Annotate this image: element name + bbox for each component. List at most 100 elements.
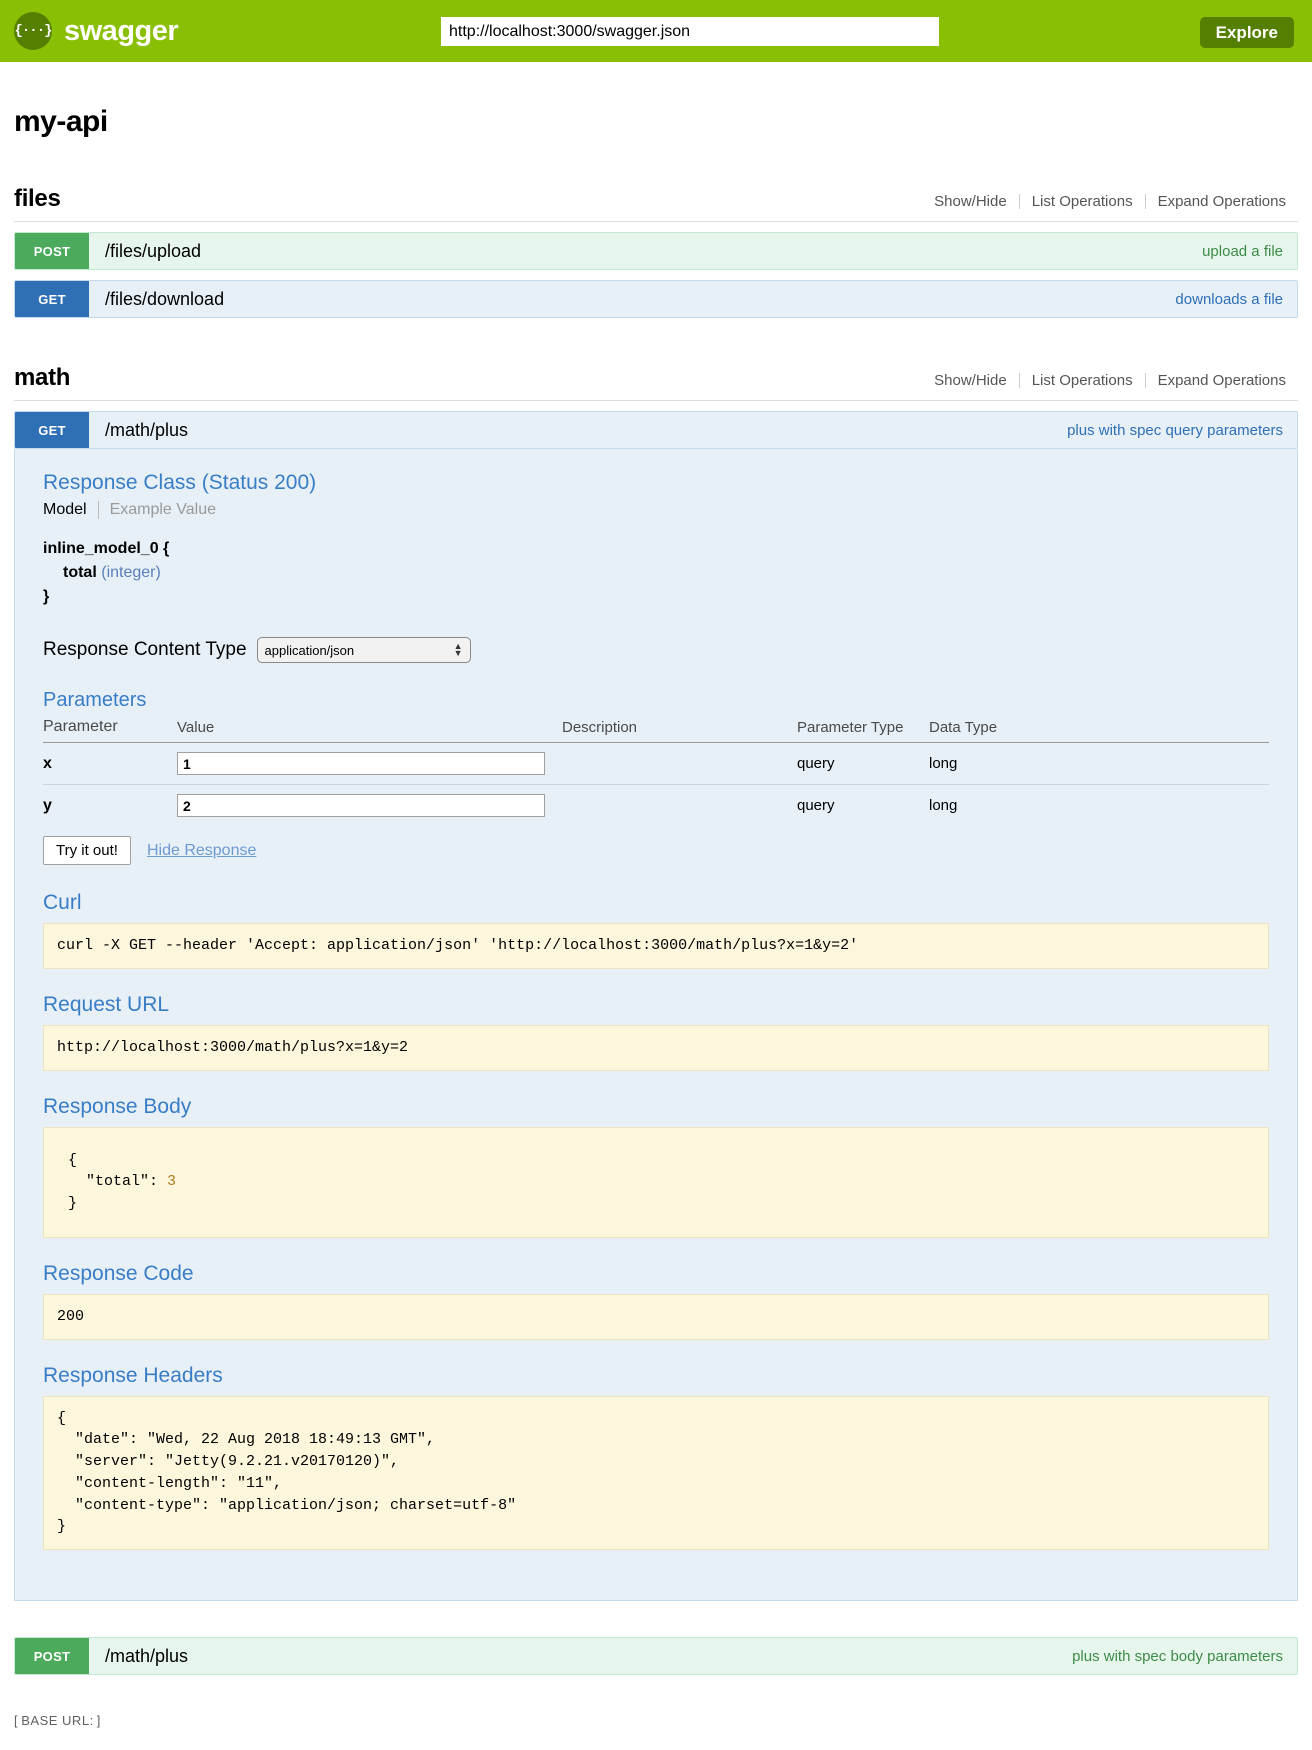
operation-summary[interactable]: plus with spec query parameters <box>1067 421 1283 439</box>
logo-text: swagger <box>64 14 179 47</box>
response-content-type-value: application/json <box>264 642 355 658</box>
response-content-type-row: Response Content Type application/json ▲… <box>43 637 1269 663</box>
response-code-value: 200 <box>43 1293 1269 1340</box>
table-row: x query long <box>43 742 1269 785</box>
parameter-data-type: long <box>929 742 1269 785</box>
operation-path: /files/download <box>105 288 225 309</box>
parameter-value-cell <box>177 742 562 785</box>
response-headers-value: { "date": "Wed, 22 Aug 2018 18:49:13 GMT… <box>43 1395 1269 1550</box>
list-operations-link-math[interactable]: List Operations <box>1031 372 1133 389</box>
footer-close-bracket: ] <box>96 1713 101 1728</box>
spacer <box>14 1601 1298 1627</box>
response-body-key: "total": <box>68 1173 168 1191</box>
response-content-type-label: Response Content Type <box>43 639 247 660</box>
parameter-value-cell <box>177 785 562 827</box>
parameter-name: x <box>43 742 177 785</box>
list-operations-link-files[interactable]: List Operations <box>1031 193 1133 210</box>
tab-model[interactable]: Model <box>43 501 87 518</box>
model-property-type: (integer) <box>101 564 161 581</box>
parameters-table: Parameter Value Description Parameter Ty… <box>43 716 1269 826</box>
operation-summary[interactable]: plus with spec body parameters <box>1072 1647 1283 1665</box>
show-hide-link-math[interactable]: Show/Hide <box>934 372 1007 389</box>
operation-path: /math/plus <box>105 1645 189 1666</box>
resource-options: Show/Hide List Operations Expand Operati… <box>922 372 1298 389</box>
tab-example-value[interactable]: Example Value <box>109 501 217 518</box>
spec-url-input[interactable] <box>441 17 939 46</box>
model-close: } <box>43 588 50 605</box>
operation-header[interactable]: POST /files/upload upload a file <box>14 232 1298 270</box>
response-body-value: { "total": 3 } <box>43 1126 1269 1238</box>
divider <box>1018 194 1020 209</box>
model-property-name: total <box>63 564 97 581</box>
operation-post-files-upload: POST /files/upload upload a file <box>14 232 1298 270</box>
parameter-name: y <box>43 796 52 814</box>
operation-get-files-download: GET /files/download downloads a file <box>14 280 1298 318</box>
operation-summary[interactable]: downloads a file <box>1175 290 1283 308</box>
operation-path: /math/plus <box>105 419 189 440</box>
method-badge: POST <box>15 233 89 269</box>
parameter-type: query <box>797 797 835 814</box>
operation-post-math-plus: POST /math/plus plus with spec body para… <box>14 1637 1298 1675</box>
parameter-description <box>562 785 797 827</box>
swagger-braces-icon: {···} <box>14 12 53 50</box>
curl-command: curl -X GET --header 'Accept: applicatio… <box>43 923 1269 969</box>
resource-options: Show/Hide List Operations Expand Operati… <box>922 193 1298 210</box>
parameter-input-x[interactable] <box>177 752 545 775</box>
table-row: y query long <box>43 785 1269 827</box>
operation-header[interactable]: GET /files/download downloads a file <box>14 280 1298 318</box>
parameter-input-y[interactable] <box>177 794 545 817</box>
divider <box>1018 373 1020 388</box>
response-code-title: Response Code <box>43 1261 194 1285</box>
operation-header[interactable]: POST /math/plus plus with spec body para… <box>14 1637 1298 1675</box>
resource-name-files[interactable]: files <box>14 185 61 212</box>
table-header-row: Parameter Value Description Parameter Ty… <box>43 716 1269 743</box>
swagger-logo[interactable]: {···} swagger <box>14 12 179 50</box>
parameter-description <box>562 742 797 785</box>
method-badge: GET <box>15 281 89 317</box>
model-tabs: Model Example Value <box>43 501 1269 519</box>
expand-operations-link-math[interactable]: Expand Operations <box>1157 372 1286 389</box>
operation-details: Response Class (Status 200) Model Exampl… <box>14 449 1298 1601</box>
chevron-updown-icon: ▲ ▼ <box>453 641 463 658</box>
response-content-type-select[interactable]: application/json ▲ ▼ <box>256 637 471 663</box>
resource-header: math Show/Hide List Operations Expand Op… <box>14 364 1298 401</box>
divider <box>97 501 99 519</box>
page-body: my-api files Show/Hide List Operations E… <box>0 105 1312 1750</box>
response-class-title: Response Class (Status 200) <box>43 471 317 494</box>
resource-math: math Show/Hide List Operations Expand Op… <box>14 364 1298 1675</box>
response-model: inline_model_0 { total (integer) } <box>43 537 1269 609</box>
parameter-type: query <box>797 742 929 785</box>
column-header-parameter-type: Parameter Type <box>797 716 929 743</box>
base-url-label: BASE URL <box>21 1713 90 1728</box>
parameters-title: Parameters <box>43 689 147 711</box>
parameter-data-type: long <box>929 797 958 814</box>
resource-name-math[interactable]: math <box>14 364 71 391</box>
submit-row: Try it out! Hide Response <box>43 836 1269 865</box>
operation-summary[interactable]: upload a file <box>1202 242 1283 260</box>
curl-title: Curl <box>43 891 82 914</box>
request-url-title: Request URL <box>43 992 170 1016</box>
show-hide-link-files[interactable]: Show/Hide <box>934 193 1007 210</box>
method-badge: GET <box>15 412 89 448</box>
explore-button[interactable]: Explore <box>1199 17 1294 48</box>
operation-get-math-plus: GET /math/plus plus with spec query para… <box>14 411 1298 1601</box>
divider <box>1144 194 1146 209</box>
resource-header: files Show/Hide List Operations Expand O… <box>14 185 1298 222</box>
column-header-value: Value <box>177 716 562 743</box>
column-header-parameter: Parameter <box>43 716 177 743</box>
expand-operations-link-files[interactable]: Expand Operations <box>1157 193 1286 210</box>
method-badge: POST <box>15 1638 89 1674</box>
model-open: inline_model_0 { <box>43 540 170 557</box>
column-header-data-type: Data Type <box>929 716 1269 743</box>
hide-response-link[interactable]: Hide Response <box>146 841 257 859</box>
top-bar: {···} swagger Explore <box>0 0 1312 62</box>
response-headers-title: Response Headers <box>43 1363 223 1387</box>
divider <box>1144 373 1146 388</box>
response-body-title: Response Body <box>43 1094 192 1118</box>
page-title: my-api <box>14 105 108 138</box>
operation-header[interactable]: GET /math/plus plus with spec query para… <box>14 411 1298 449</box>
request-url-value: http://localhost:3000/math/plus?x=1&y=2 <box>43 1024 1269 1071</box>
try-it-out-button[interactable]: Try it out! <box>43 836 131 865</box>
response-body-open: { <box>68 1151 78 1169</box>
footer: [ BASE URL: ] <box>14 1703 1298 1750</box>
